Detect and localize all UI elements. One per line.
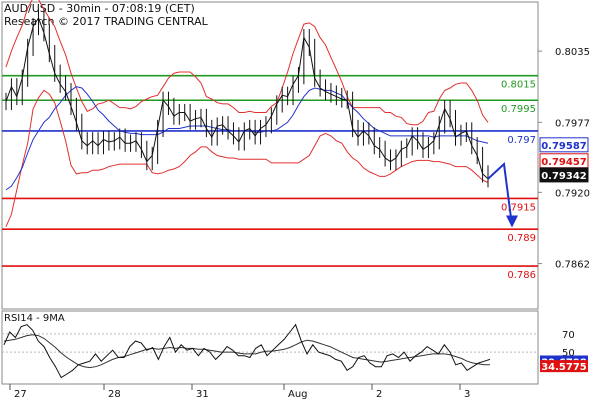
rsi-tick-label-1: 50 <box>562 348 575 359</box>
level-label-1: 0.7995 <box>501 104 536 115</box>
price-layer <box>5 9 489 188</box>
value-tags: 0.79587 0.79457 0.79342 <box>539 137 589 183</box>
price-close-line <box>5 16 489 180</box>
x-tick-label-1: 28 <box>108 389 121 400</box>
y-tick-label-0: 0.8035 <box>555 47 590 58</box>
moving-average-line <box>5 86 489 191</box>
rsi-tag-box-1 <box>540 360 588 373</box>
projection-arrowhead <box>506 215 518 228</box>
rsi-tag-1: 34.5775 <box>541 362 587 373</box>
value-tag-box-0 <box>539 137 589 153</box>
bollinger-lower-line <box>5 89 489 227</box>
level-label-4: 0.789 <box>507 233 536 244</box>
rsi-ma-line <box>3 334 490 369</box>
x-axis: 27 28 31 Aug 2 3 <box>9 384 470 400</box>
bollinger-upper-line <box>5 0 489 126</box>
y-tick-label-2: 0.7920 <box>555 188 590 199</box>
chart-title: AUD/USD - 30min - 07:08:19 (CET) <box>4 2 195 15</box>
price-panel <box>1 1 539 310</box>
x-tick-label-4: 2 <box>376 389 382 400</box>
x-tick-label-0: 27 <box>14 389 27 400</box>
projection-path <box>487 162 513 226</box>
level-label-2: 0.797 <box>507 135 536 146</box>
level-label-3: 0.7915 <box>501 202 536 213</box>
rsi-tick-label-0: 70 <box>562 330 575 341</box>
projection-layer <box>487 162 518 228</box>
y-axis: 0.8035 0.7977 0.7920 0.7862 <box>538 47 590 271</box>
y-tick-label-1: 0.7977 <box>555 118 590 129</box>
bands-layer <box>5 0 489 227</box>
rsi-layer: 705039.679834.5775 <box>2 323 588 379</box>
value-tag-0: 0.79587 <box>541 141 587 152</box>
level-label-5: 0.786 <box>507 270 536 281</box>
value-tag-1: 0.79457 <box>541 157 587 168</box>
y-tick-label-3: 0.7862 <box>555 260 590 271</box>
rsi-label: RSI14 - 9MA <box>4 313 65 324</box>
x-tick-label-2: 31 <box>196 389 209 400</box>
rsi-line <box>3 323 491 379</box>
chart-subtitle: Research © 2017 TRADING CENTRAL <box>4 15 209 28</box>
x-tick-label-3: Aug <box>288 389 308 400</box>
x-tick-label-5: 3 <box>464 389 470 400</box>
value-tag-2: 0.79342 <box>541 171 587 182</box>
value-tag-box-2 <box>539 167 589 183</box>
level-label-0: 0.8015 <box>501 80 536 91</box>
rsi-panel <box>1 310 539 385</box>
